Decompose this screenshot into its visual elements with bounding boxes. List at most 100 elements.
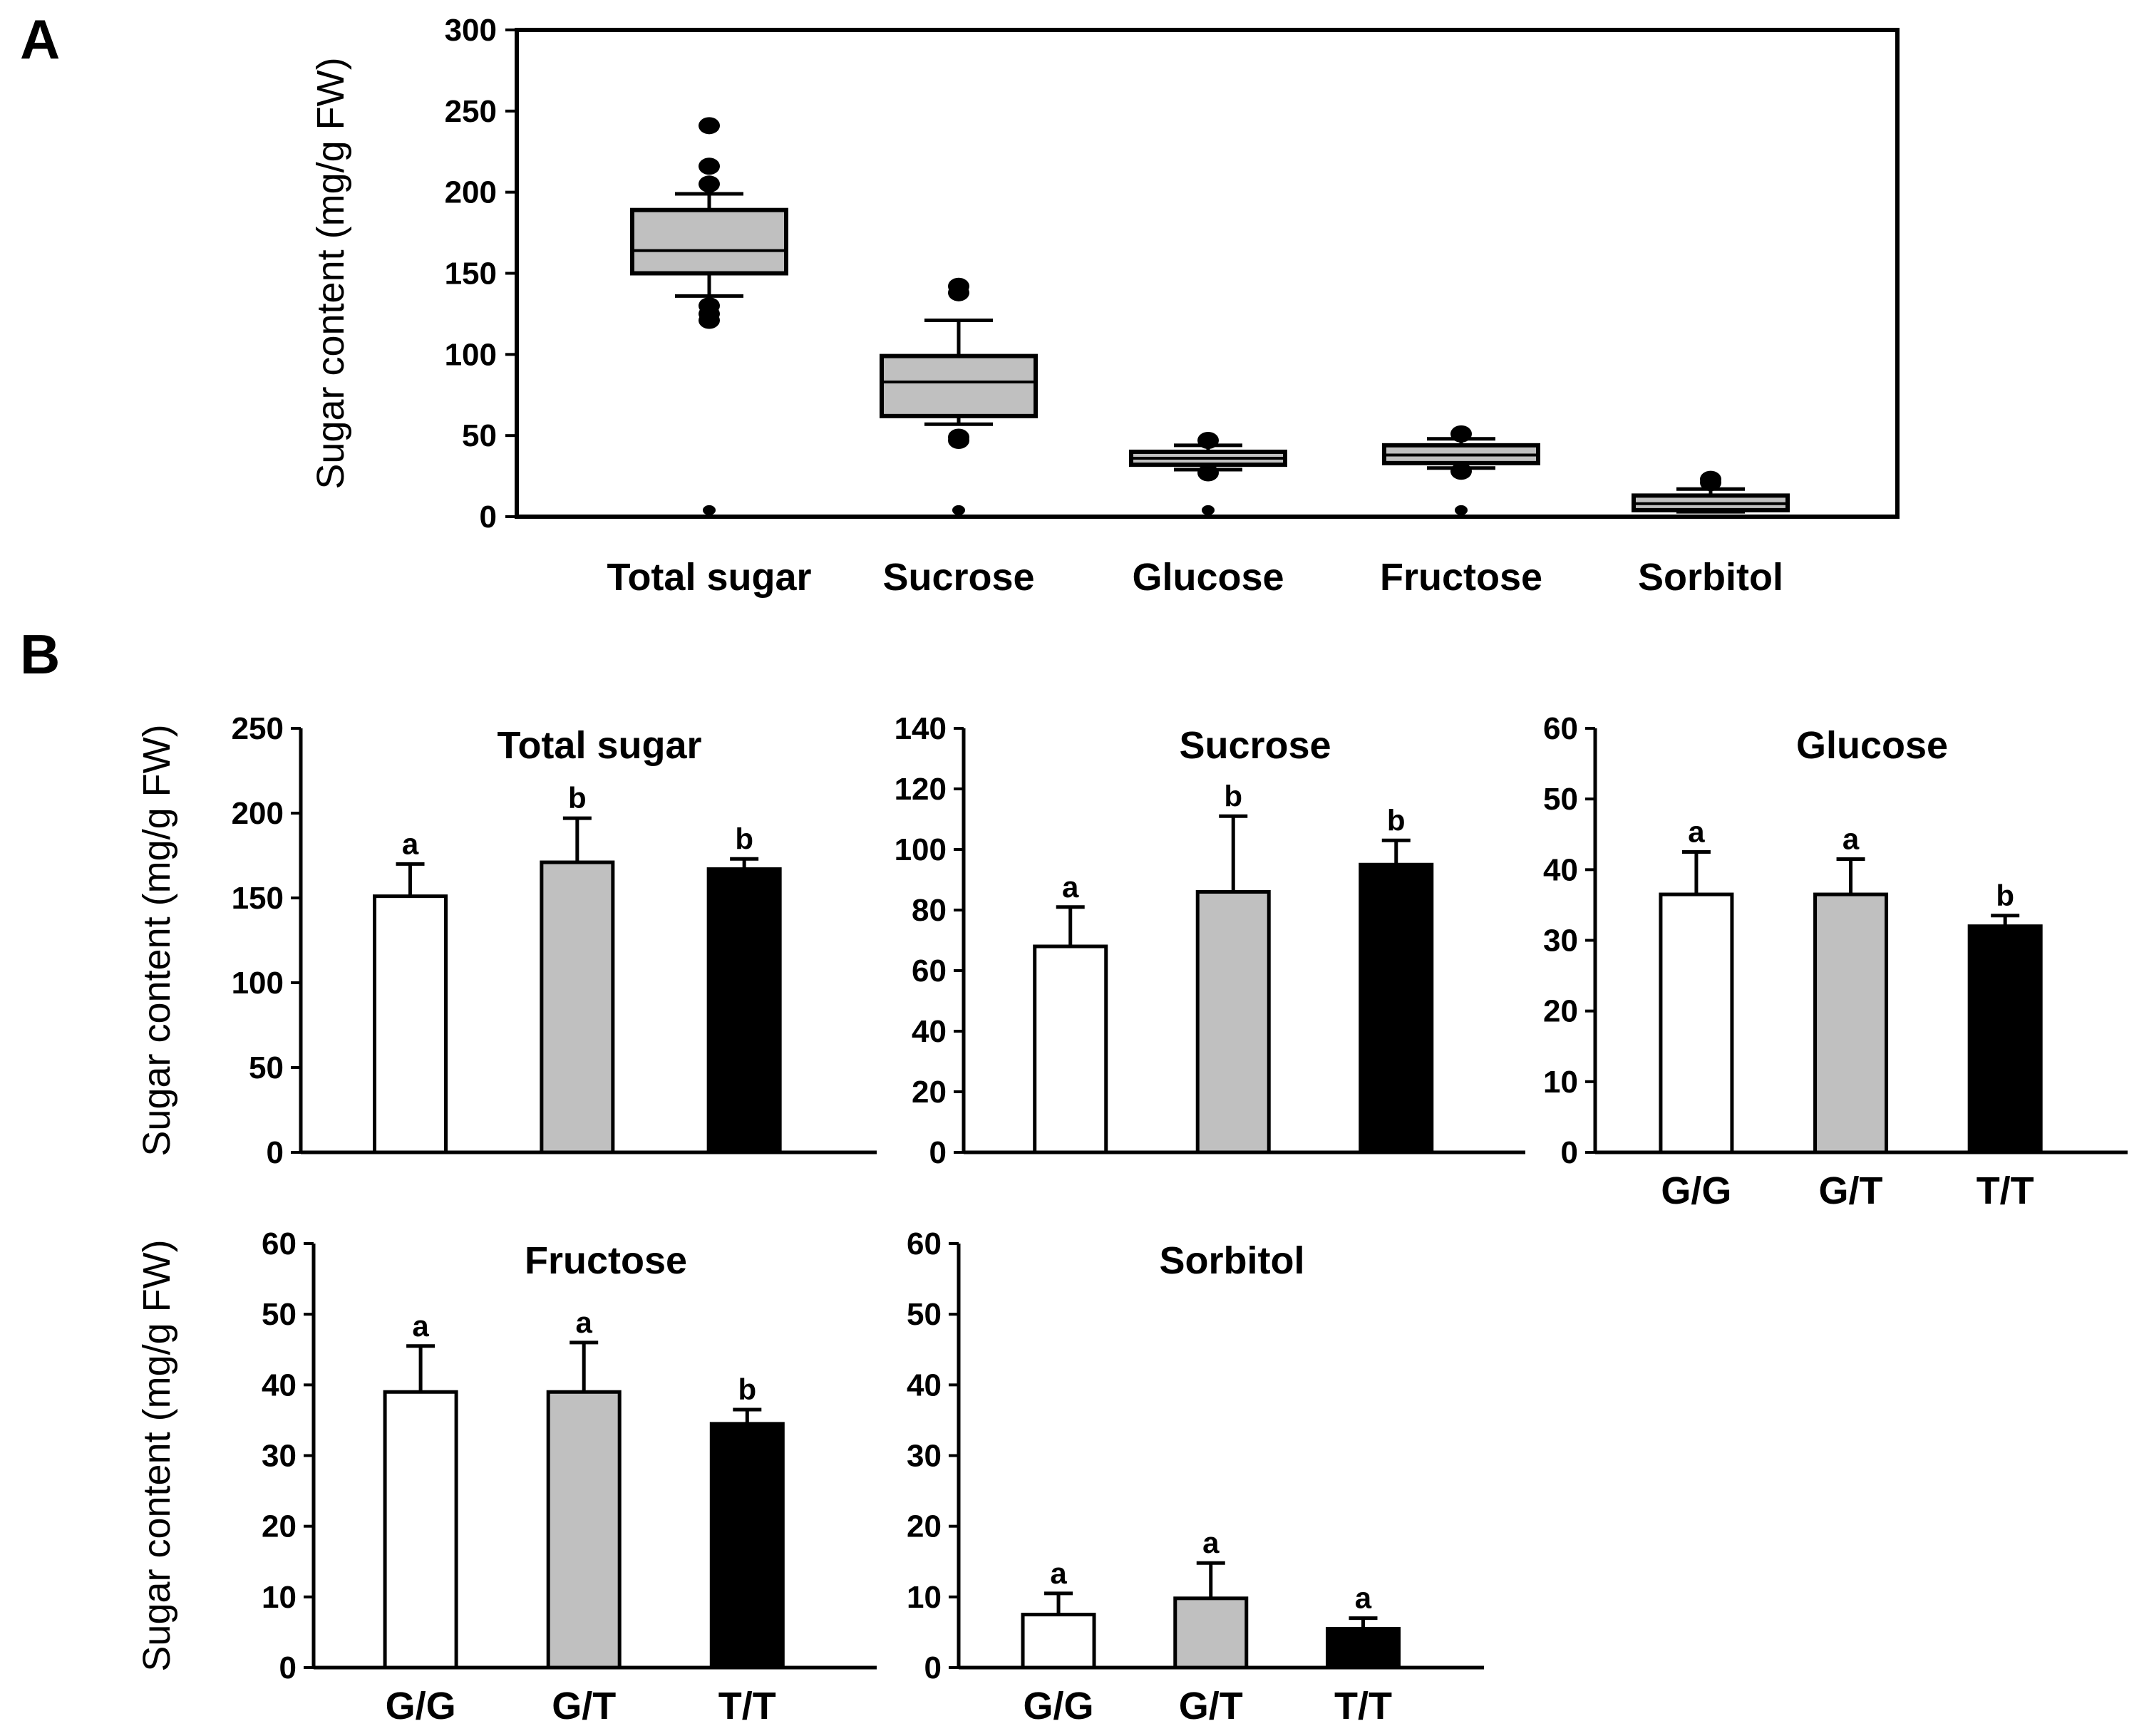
outlier-point <box>1197 464 1219 482</box>
y-tick-label: 0 <box>267 1135 284 1170</box>
chart-title: Sorbitol <box>1160 1239 1305 1282</box>
outlier-point <box>1450 425 1472 443</box>
y-tick-label: 250 <box>232 711 284 746</box>
significance-letter: a <box>1050 1556 1067 1590</box>
significance-letter: a <box>1355 1581 1372 1615</box>
chart-title: Total sugar <box>497 724 701 767</box>
y-tick-label: 60 <box>1543 711 1578 746</box>
significance-letter: a <box>1202 1526 1220 1559</box>
y-tick-label: 30 <box>1543 924 1578 959</box>
y-tick-label: 0 <box>279 1650 297 1685</box>
y-tick-label: 0 <box>1561 1135 1578 1170</box>
category-label: Sucrose <box>882 556 1034 599</box>
category-label: Fructose <box>1380 556 1542 599</box>
y-tick-label: 50 <box>907 1297 942 1332</box>
significance-letter: b <box>1387 803 1406 837</box>
outlier-point <box>1197 431 1219 449</box>
y-tick-label: 100 <box>895 832 947 867</box>
bar <box>709 1422 785 1670</box>
y-tick-label: 60 <box>912 954 947 988</box>
outlier-point <box>948 428 969 446</box>
significance-letter: b <box>568 781 587 815</box>
y-tick-label: 140 <box>895 711 947 746</box>
y-tick-label: 10 <box>1543 1065 1578 1100</box>
bar <box>546 1390 622 1670</box>
outlier-point <box>948 277 969 295</box>
chart-title: Sucrose <box>1179 724 1331 767</box>
y-tick-label: 60 <box>907 1226 942 1261</box>
outlier-point <box>1202 505 1215 515</box>
x-tick-label: G/T <box>552 1685 616 1727</box>
y-tick-label: 40 <box>907 1368 942 1402</box>
x-tick-label: G/G <box>386 1685 456 1727</box>
y-tick-label: 40 <box>1543 852 1578 887</box>
significance-letter: a <box>412 1309 429 1343</box>
y-tick-label: 80 <box>912 893 947 928</box>
bar <box>1173 1596 1249 1670</box>
chart-title: Fructose <box>525 1239 687 1282</box>
bar-chart-total-sugar: 0 50 100 150 200 250 Sugar content (mg/g FW) To… <box>135 711 877 1170</box>
y-tick-label: 30 <box>262 1439 297 1474</box>
y-tick-label: 100 <box>445 337 497 372</box>
y-tick-label: 200 <box>445 175 497 210</box>
outlier-point <box>1700 470 1721 488</box>
bar-chart-sucrose: 0 20 40 60 80 100 120 140 Sucrose a b b <box>895 711 1525 1170</box>
outlier-point <box>703 505 716 515</box>
outlier-point <box>952 505 965 515</box>
x-tick-label: G/T <box>1179 1685 1243 1727</box>
outlier-point <box>699 297 720 315</box>
outlier-point <box>699 117 720 135</box>
significance-letter: a <box>1688 815 1705 849</box>
bar <box>1813 892 1889 1154</box>
y-axis-label: Sugar content (mg/g FW) <box>135 724 178 1156</box>
significance-letter: a <box>576 1306 593 1339</box>
y-tick-label: 30 <box>907 1439 942 1474</box>
y-tick-label: 0 <box>924 1650 942 1685</box>
y-tick-label: 10 <box>262 1580 297 1615</box>
chart-title: Glucose <box>1796 724 1948 767</box>
outlier-point <box>1450 463 1472 480</box>
panel-label-b: B <box>20 623 60 686</box>
x-tick-label: T/T <box>718 1685 776 1727</box>
x-tick-label: T/T <box>1976 1169 2034 1212</box>
y-tick-label: 150 <box>232 881 284 916</box>
outlier-point <box>699 157 720 175</box>
bar <box>1659 892 1734 1154</box>
y-tick-label: 150 <box>445 257 497 291</box>
y-tick-label: 10 <box>907 1580 942 1615</box>
y-tick-label: 120 <box>895 772 947 807</box>
category-label: Sorbitol <box>1638 556 1783 599</box>
bar-chart-sorbitol: 0 10 20 30 40 50 60 Sorbitol a G/G a G/T a T/T <box>907 1226 1484 1727</box>
significance-letter: b <box>738 1373 756 1406</box>
y-tick-label: 50 <box>262 1297 297 1332</box>
y-tick-label: 0 <box>480 500 497 534</box>
y-tick-label: 60 <box>262 1226 297 1261</box>
y-tick-label: 20 <box>912 1075 947 1110</box>
y-tick-label: 300 <box>445 13 497 48</box>
significance-letter: b <box>1224 779 1242 812</box>
y-tick-label: 20 <box>1543 994 1578 1029</box>
bar <box>383 1390 458 1670</box>
y-axis-label: Sugar content (mg/g FW) <box>135 1239 178 1671</box>
bar <box>1325 1626 1401 1670</box>
significance-letter: a <box>1842 822 1860 855</box>
boxplot-chart: 0 50 100 150 200 250 300 Sugar content (mg/g FW… <box>309 13 1900 599</box>
bar <box>1195 890 1271 1154</box>
significance-letter: b <box>1996 879 2014 912</box>
y-tick-label: 40 <box>262 1368 297 1402</box>
y-tick-label: 50 <box>462 418 497 453</box>
bar <box>706 867 782 1154</box>
x-tick-label: G/G <box>1661 1169 1731 1212</box>
bar <box>1359 862 1434 1154</box>
y-tick-label: 40 <box>912 1014 947 1049</box>
y-tick-label: 50 <box>249 1050 284 1085</box>
y-axis-label: Sugar content (mg/g FW) <box>309 57 352 489</box>
significance-letter: a <box>402 827 419 860</box>
bar-chart-fructose: 0 10 20 30 40 50 60 Sugar content (mg/g FW) Fruc… <box>135 1226 877 1727</box>
significance-letter: a <box>1062 870 1079 904</box>
bar <box>1021 1613 1096 1670</box>
y-tick-label: 100 <box>232 966 284 1001</box>
y-tick-label: 250 <box>445 94 497 129</box>
outlier-point <box>1455 505 1468 515</box>
